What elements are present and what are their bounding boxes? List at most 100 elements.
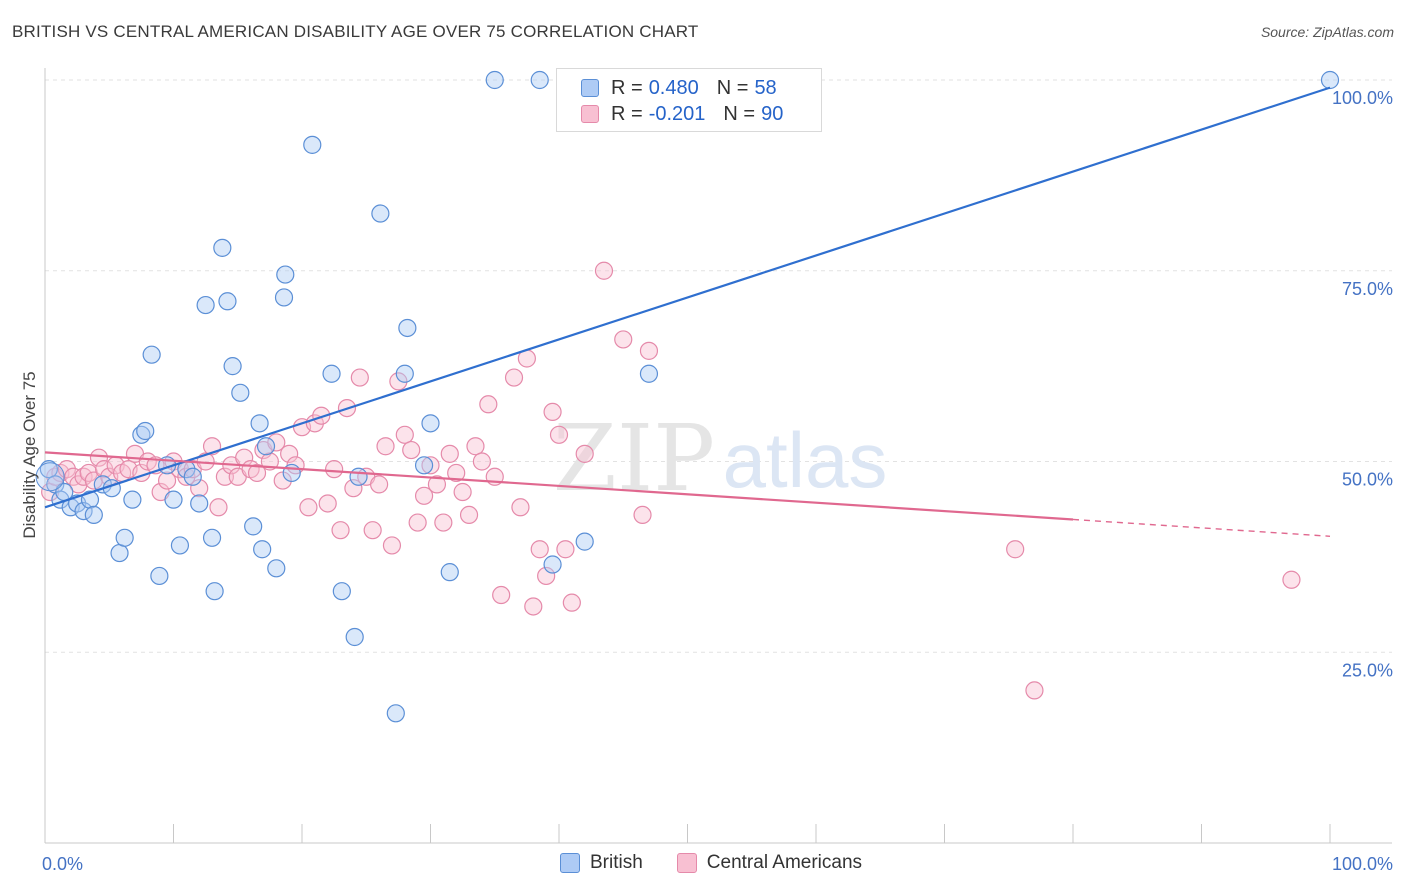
central-point-66 — [453, 482, 472, 502]
central-point-20 — [157, 471, 177, 490]
axes — [44, 68, 1392, 844]
british-points — [35, 70, 1340, 723]
chart-source: Source: ZipAtlas.com — [1260, 24, 1394, 40]
british-point-48 — [414, 456, 434, 475]
central-r-label: R = — [611, 102, 643, 125]
central-point-78 — [537, 566, 556, 586]
british-point-6 — [74, 501, 93, 521]
central-point-86 — [633, 505, 652, 525]
central-point-53 — [370, 475, 389, 494]
central-point-76 — [524, 597, 543, 616]
central-point-82 — [562, 593, 581, 612]
central-point-63 — [434, 513, 453, 532]
british-point-17 — [150, 566, 169, 586]
central-point-74 — [511, 498, 530, 517]
central-point-73 — [504, 368, 524, 387]
british-point-25 — [202, 528, 222, 547]
central-point-87 — [639, 341, 659, 360]
british-point-31 — [244, 517, 263, 536]
british-point-33 — [253, 540, 272, 559]
x-tick-label-min: 0.0% — [42, 854, 83, 874]
series-legend: British Central Americans — [560, 852, 896, 874]
british-point-42 — [345, 627, 364, 647]
central-point-50 — [350, 368, 369, 387]
y-tick-label-50: 50.0% — [1342, 470, 1393, 490]
y-axis-title: Disability Age Over 75 — [20, 371, 39, 538]
british-point-57 — [1320, 70, 1340, 90]
central-point-90 — [1282, 570, 1301, 589]
central-point-80 — [549, 425, 569, 444]
british-point-32 — [250, 414, 269, 433]
british-point-16 — [142, 345, 161, 364]
british-legend-label: British — [590, 852, 643, 873]
central-legend-label: Central Americans — [706, 852, 863, 873]
central-point-61 — [421, 456, 440, 475]
central-point-49 — [344, 479, 363, 498]
british-r-label: R = — [611, 76, 643, 99]
central-point-65 — [447, 463, 466, 483]
chart-title: BRITISH VS CENTRAL AMERICAN DISABILITY A… — [12, 22, 699, 41]
central-point-79 — [543, 402, 562, 422]
british-point-41 — [332, 582, 351, 601]
central-point-55 — [382, 536, 402, 555]
central-point-3 — [57, 460, 76, 479]
central-point-70 — [479, 395, 498, 414]
central-point-25 — [190, 479, 209, 498]
british-point-47 — [398, 318, 417, 338]
legend-item-british[interactable]: British — [560, 852, 643, 874]
central-point-8 — [84, 471, 103, 490]
central-point-9 — [89, 448, 109, 467]
british-point-50 — [440, 563, 459, 582]
central-point-56 — [389, 372, 408, 391]
watermark-atlas: atlas — [723, 416, 888, 504]
gridlines — [45, 79, 1392, 653]
central-n-label: N = — [723, 102, 756, 125]
central-point-81 — [556, 540, 575, 559]
british-point-44 — [371, 204, 390, 223]
central-point-68 — [466, 437, 485, 456]
british-point-7 — [80, 490, 100, 509]
british-point-51 — [485, 70, 504, 90]
central-point-57 — [395, 425, 414, 444]
y-tick-label-75: 75.0% — [1342, 279, 1393, 299]
central-trend-line — [44, 451, 1074, 521]
central-point-83 — [575, 444, 594, 463]
british-point-55 — [639, 364, 659, 383]
stats-legend: R = 0.480 N = 58 R = -0.201 N = 90 — [556, 68, 822, 132]
central-point-64 — [440, 444, 459, 463]
central-point-89 — [1025, 681, 1044, 700]
central-point-23 — [177, 467, 196, 486]
trend-lines — [44, 86, 1331, 537]
central-swatch — [581, 105, 599, 123]
british-trend-line — [44, 86, 1331, 509]
central-point-69 — [472, 452, 491, 471]
british-point-28 — [218, 292, 237, 311]
x-tick-label-max: 100.0% — [1332, 854, 1393, 874]
central-point-37 — [267, 433, 286, 452]
british-point-11 — [110, 543, 129, 563]
y-tick-label-25: 25.0% — [1342, 660, 1393, 680]
central-point-72 — [492, 585, 511, 605]
central-point-47 — [331, 521, 350, 540]
central-point-77 — [530, 540, 549, 559]
legend-row-central: R = -0.201 N = 90 — [581, 101, 801, 127]
central-point-52 — [363, 521, 382, 540]
british-point-26 — [205, 582, 224, 601]
legend-item-central[interactable]: Central Americans — [676, 852, 863, 874]
british-legend-swatch — [560, 853, 580, 873]
british-point-46 — [395, 364, 414, 383]
british-point-30 — [231, 383, 250, 402]
central-point-88 — [1006, 540, 1025, 559]
central-point-29 — [215, 467, 234, 486]
british-point-24 — [196, 295, 215, 315]
british-point-15 — [136, 421, 155, 441]
central-point-54 — [376, 437, 395, 456]
central-point-84 — [594, 261, 614, 280]
british-point-0 — [39, 460, 58, 479]
central-point-28 — [209, 498, 228, 517]
central-legend-swatch — [676, 853, 697, 873]
british-point-8 — [84, 505, 103, 525]
british-r-value: 0.480 — [648, 76, 699, 99]
british-point-43 — [349, 467, 368, 486]
british-point-40 — [322, 364, 341, 383]
